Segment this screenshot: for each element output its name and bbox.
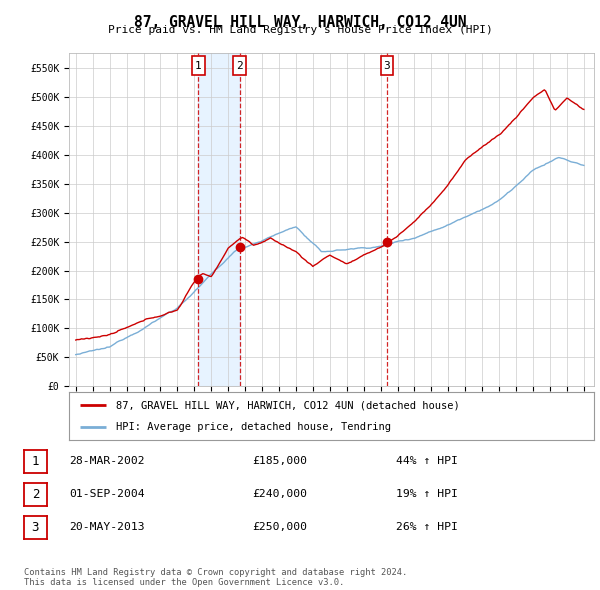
- Text: 3: 3: [383, 61, 391, 71]
- Text: 2: 2: [32, 488, 39, 501]
- Text: £185,000: £185,000: [252, 457, 307, 466]
- Text: 1: 1: [32, 455, 39, 468]
- Text: £240,000: £240,000: [252, 490, 307, 499]
- Text: HPI: Average price, detached house, Tendring: HPI: Average price, detached house, Tend…: [116, 422, 391, 432]
- Text: 2: 2: [236, 61, 243, 71]
- FancyBboxPatch shape: [192, 57, 205, 75]
- Text: 26% ↑ HPI: 26% ↑ HPI: [396, 523, 458, 532]
- Text: 19% ↑ HPI: 19% ↑ HPI: [396, 490, 458, 499]
- Text: 01-SEP-2004: 01-SEP-2004: [69, 490, 145, 499]
- Text: £250,000: £250,000: [252, 523, 307, 532]
- FancyBboxPatch shape: [380, 57, 394, 75]
- Text: 28-MAR-2002: 28-MAR-2002: [69, 457, 145, 466]
- Text: 20-MAY-2013: 20-MAY-2013: [69, 523, 145, 532]
- Bar: [198, 53, 239, 386]
- Text: Contains HM Land Registry data © Crown copyright and database right 2024.
This d: Contains HM Land Registry data © Crown c…: [24, 568, 407, 587]
- Text: 1: 1: [195, 61, 202, 71]
- Text: Price paid vs. HM Land Registry's House Price Index (HPI): Price paid vs. HM Land Registry's House …: [107, 25, 493, 35]
- Text: 3: 3: [32, 521, 39, 534]
- Text: 44% ↑ HPI: 44% ↑ HPI: [396, 457, 458, 466]
- Text: 87, GRAVEL HILL WAY, HARWICH, CO12 4UN: 87, GRAVEL HILL WAY, HARWICH, CO12 4UN: [134, 15, 466, 30]
- Text: 87, GRAVEL HILL WAY, HARWICH, CO12 4UN (detached house): 87, GRAVEL HILL WAY, HARWICH, CO12 4UN (…: [116, 400, 460, 410]
- FancyBboxPatch shape: [233, 57, 246, 75]
